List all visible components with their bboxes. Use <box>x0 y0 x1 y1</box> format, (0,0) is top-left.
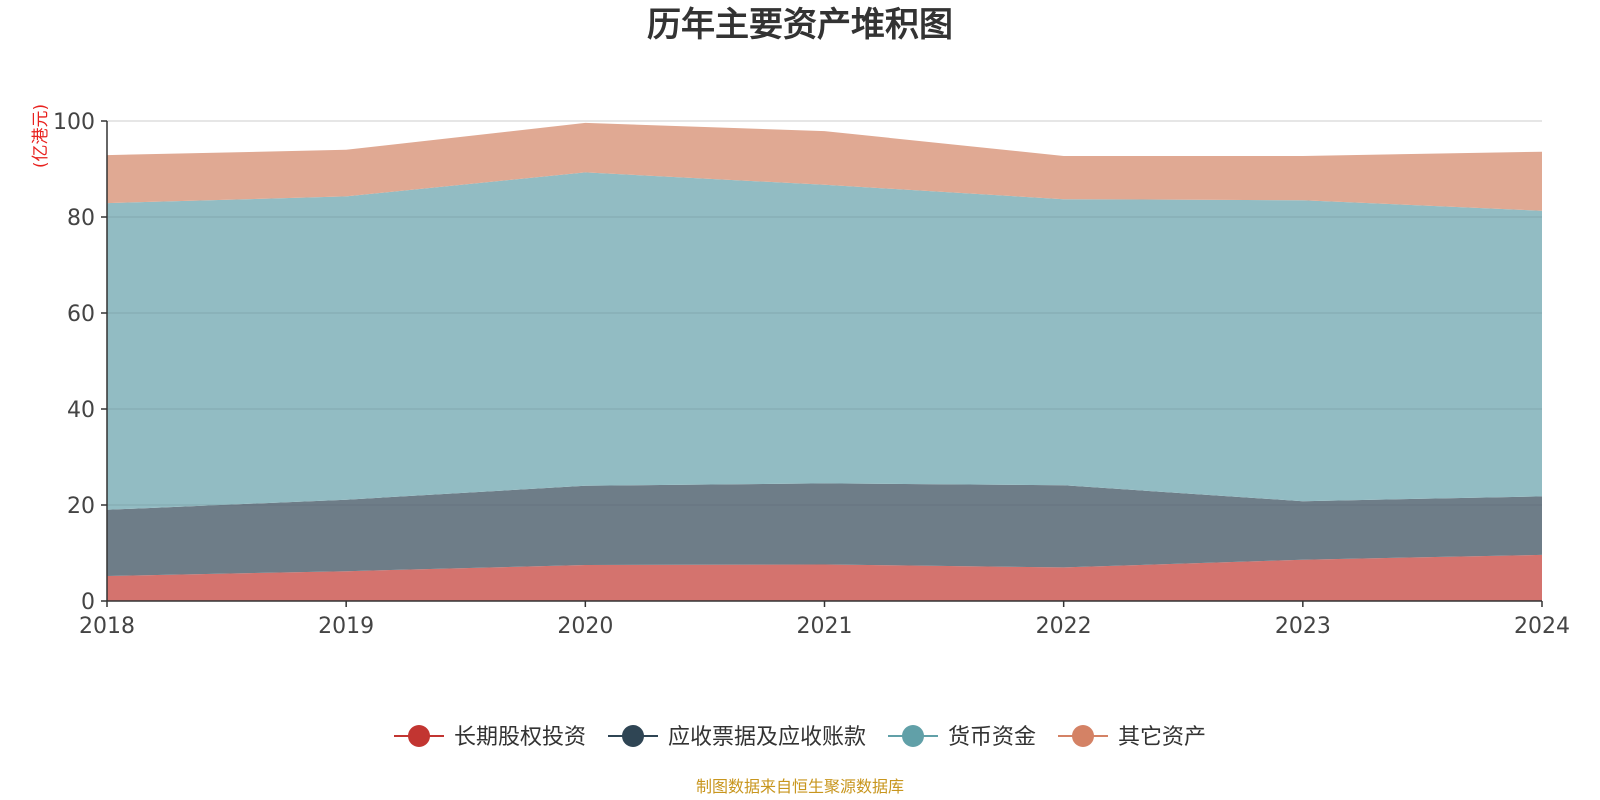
legend-label: 长期股权投资 <box>454 725 586 750</box>
axes <box>101 120 1543 607</box>
legend-circle-icon <box>1072 725 1094 747</box>
x-tick-label-2022: 2022 <box>1036 614 1092 639</box>
x-tick-label-2021: 2021 <box>797 614 853 639</box>
legend-item-2[interactable]: 应收票据及应收账款 <box>608 725 866 750</box>
legend-circle-icon <box>622 725 644 747</box>
y-tick-label-100: 100 <box>53 110 95 135</box>
area-series-1 <box>107 554 1542 601</box>
area-series-2 <box>107 483 1542 576</box>
y-tick-label-60: 60 <box>67 302 95 327</box>
chart-title: 历年主要资产堆积图 <box>647 5 953 45</box>
legend-circle-icon <box>408 725 430 747</box>
y-tick-labels: 0 20 40 60 80 100 <box>53 110 95 615</box>
area-series-4 <box>107 122 1542 211</box>
x-tick-label-2018: 2018 <box>79 614 135 639</box>
legend-circle-icon <box>902 725 924 747</box>
x-tick-label-2024: 2024 <box>1514 614 1570 639</box>
x-tick-labels: 2018 2019 2020 2021 2022 2023 2024 <box>79 614 1570 639</box>
legend-item-1[interactable]: 长期股权投资 <box>394 725 586 750</box>
y-axis-unit-label: (亿港元) <box>31 104 51 168</box>
x-tick-label-2019: 2019 <box>318 614 374 639</box>
legend-item-3[interactable]: 货币资金 <box>888 725 1036 750</box>
legend: 长期股权投资 应收票据及应收账款 货币资金 其它资产 <box>394 725 1206 750</box>
y-tick-label-40: 40 <box>67 398 95 423</box>
y-tick-label-0: 0 <box>81 590 95 615</box>
data-source-note: 制图数据来自恒生聚源数据库 <box>696 777 904 796</box>
area-series-3 <box>107 172 1542 510</box>
legend-label: 其它资产 <box>1118 725 1206 750</box>
y-tick-label-20: 20 <box>67 494 95 519</box>
legend-label: 货币资金 <box>948 725 1036 750</box>
area-series-group <box>107 122 1542 601</box>
y-tick-label-80: 80 <box>67 206 95 231</box>
legend-item-4[interactable]: 其它资产 <box>1058 725 1206 750</box>
legend-label: 应收票据及应收账款 <box>668 725 866 750</box>
x-tick-label-2020: 2020 <box>557 614 613 639</box>
x-tick-label-2023: 2023 <box>1275 614 1331 639</box>
